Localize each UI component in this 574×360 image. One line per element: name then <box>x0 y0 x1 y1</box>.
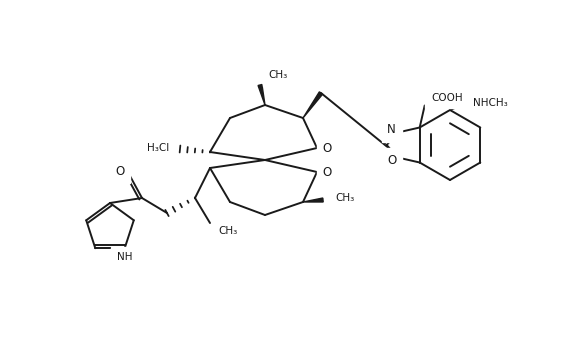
Text: CH₃: CH₃ <box>218 226 238 236</box>
Text: NH: NH <box>117 252 133 262</box>
Text: CH₃: CH₃ <box>335 193 355 203</box>
Text: O: O <box>323 141 332 154</box>
Text: N: N <box>387 123 396 136</box>
Text: COOH: COOH <box>431 93 463 103</box>
Text: O: O <box>323 166 332 179</box>
Text: NHCH₃: NHCH₃ <box>472 98 507 108</box>
Text: H₃Cl: H₃Cl <box>147 143 169 153</box>
Polygon shape <box>258 85 265 105</box>
Text: CH₃: CH₃ <box>269 70 288 80</box>
Text: O: O <box>387 154 396 167</box>
Polygon shape <box>303 92 323 118</box>
Polygon shape <box>303 198 323 202</box>
Text: O: O <box>115 165 125 177</box>
